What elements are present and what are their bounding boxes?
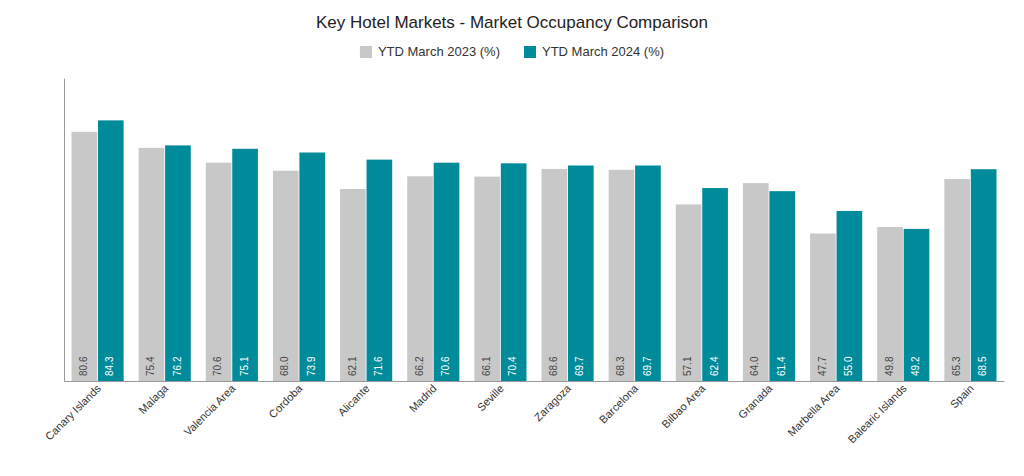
data-label: 49.2 (910, 356, 921, 376)
title: Key Hotel Markets - Market Occupancy Com… (316, 13, 708, 32)
bar (904, 229, 930, 381)
data-label: 75.1 (239, 356, 250, 376)
bars (72, 120, 997, 381)
x-tick-label: Barcelona (597, 381, 641, 425)
x-tick: Valencia Area (181, 381, 238, 438)
data-label: 69.7 (574, 356, 585, 376)
data-label: 75.4 (145, 356, 156, 376)
bar (98, 120, 124, 381)
data-label: 68.0 (279, 356, 290, 376)
data-label: 68.6 (548, 356, 559, 376)
data-label: 70.6 (212, 356, 223, 376)
bar (702, 188, 728, 381)
data-label: 68.3 (615, 356, 626, 376)
data-label: 71.6 (373, 356, 384, 376)
bar (609, 170, 635, 381)
bar (165, 145, 191, 381)
bar (474, 177, 500, 381)
y-axis-line (64, 79, 65, 382)
legend-item: YTD March 2023 (%) (360, 44, 500, 59)
x-tick: Barcelona (597, 381, 641, 425)
x-axis: Canary Islands Malaga Valencia Area Cordoba… (43, 381, 1005, 445)
legend-swatch (524, 46, 536, 58)
x-tick-label: Valencia Area (181, 381, 238, 438)
bar (635, 165, 661, 381)
data-label: 68.5 (977, 356, 988, 376)
x-tick-label: Spain (948, 382, 976, 410)
legend: YTD March 2023 (%) YTD March 2024 (%) (360, 44, 664, 59)
data-label: 62.4 (709, 356, 720, 376)
x-tick: Canary Islands (43, 382, 104, 443)
data-label: 66.2 (414, 356, 425, 376)
data-label: 65.3 (951, 356, 962, 376)
bar (877, 227, 903, 381)
bar (542, 169, 568, 381)
chart: Key Hotel Markets - Market Occupancy Com… (0, 0, 1024, 476)
x-tick-label: Seville (475, 382, 506, 413)
data-labels: 80.6 75.4 70.6 68.0 62.1 66.2 66.1 68.6 68.3 57.1… (78, 356, 988, 376)
bar (837, 211, 863, 381)
x-tick: Marbella Area (785, 381, 842, 438)
data-label: 84.3 (104, 356, 115, 376)
x-tick-label: Canary Islands (43, 382, 104, 443)
data-label: 70.4 (507, 356, 518, 376)
legend-swatch (360, 46, 372, 58)
bar (769, 191, 795, 381)
bar (206, 163, 232, 381)
bar (72, 132, 98, 381)
y-axis (64, 79, 65, 382)
x-tick: Zaragoza (532, 381, 574, 423)
bar (971, 169, 997, 381)
legend-label: YTD March 2024 (%) (542, 44, 664, 59)
data-label: 70.6 (440, 356, 451, 376)
x-tick-label: Malaga (136, 381, 171, 416)
bar (944, 179, 970, 381)
bar (676, 204, 702, 381)
data-label: 47.7 (817, 356, 828, 376)
x-tick: Balearic Islands (845, 382, 909, 446)
x-tick-label: Zaragoza (532, 381, 574, 423)
bar (810, 234, 836, 381)
data-label: 76.2 (172, 356, 183, 376)
x-tick-label: Granada (736, 381, 775, 420)
bar (743, 183, 769, 381)
bar (273, 171, 299, 381)
x-tick: Madrid (407, 382, 439, 414)
bar (299, 153, 325, 381)
data-label: 49.8 (884, 356, 895, 376)
x-tick: Seville (475, 382, 506, 413)
data-label: 55.0 (843, 356, 854, 376)
data-label: 57.1 (682, 356, 693, 376)
x-tick-label: Bilbao Area (659, 381, 708, 430)
data-label: 66.1 (481, 356, 492, 376)
data-label: 64.0 (749, 356, 760, 376)
data-label: 80.6 (78, 356, 89, 376)
x-tick: Spain (948, 382, 976, 410)
bar (434, 163, 460, 381)
x-axis-line (65, 381, 1005, 382)
data-label: 73.9 (306, 356, 317, 376)
x-tick: Granada (736, 381, 775, 420)
x-tick-label: Alicante (336, 382, 372, 418)
bar (340, 189, 366, 381)
x-tick: Bilbao Area (659, 381, 708, 430)
legend-item: YTD March 2024 (%) (524, 44, 664, 59)
x-tick-label: Marbella Area (785, 381, 842, 438)
x-tick: Alicante (336, 382, 372, 418)
bar (139, 148, 165, 381)
bar (232, 149, 258, 381)
data-label: 62.1 (347, 356, 358, 376)
bar (407, 176, 433, 381)
x-tick: Malaga (136, 381, 171, 416)
data-label: 69.7 (642, 356, 653, 376)
legend-label: YTD March 2023 (%) (378, 44, 500, 59)
bar (501, 163, 527, 381)
data-label: 61.4 (776, 356, 787, 376)
x-tick-label: Balearic Islands (845, 382, 909, 446)
bar (568, 165, 594, 381)
x-tick-label: Cordoba (266, 381, 305, 420)
bar (367, 160, 393, 381)
x-tick-label: Madrid (407, 382, 439, 414)
x-tick: Cordoba (266, 381, 305, 420)
